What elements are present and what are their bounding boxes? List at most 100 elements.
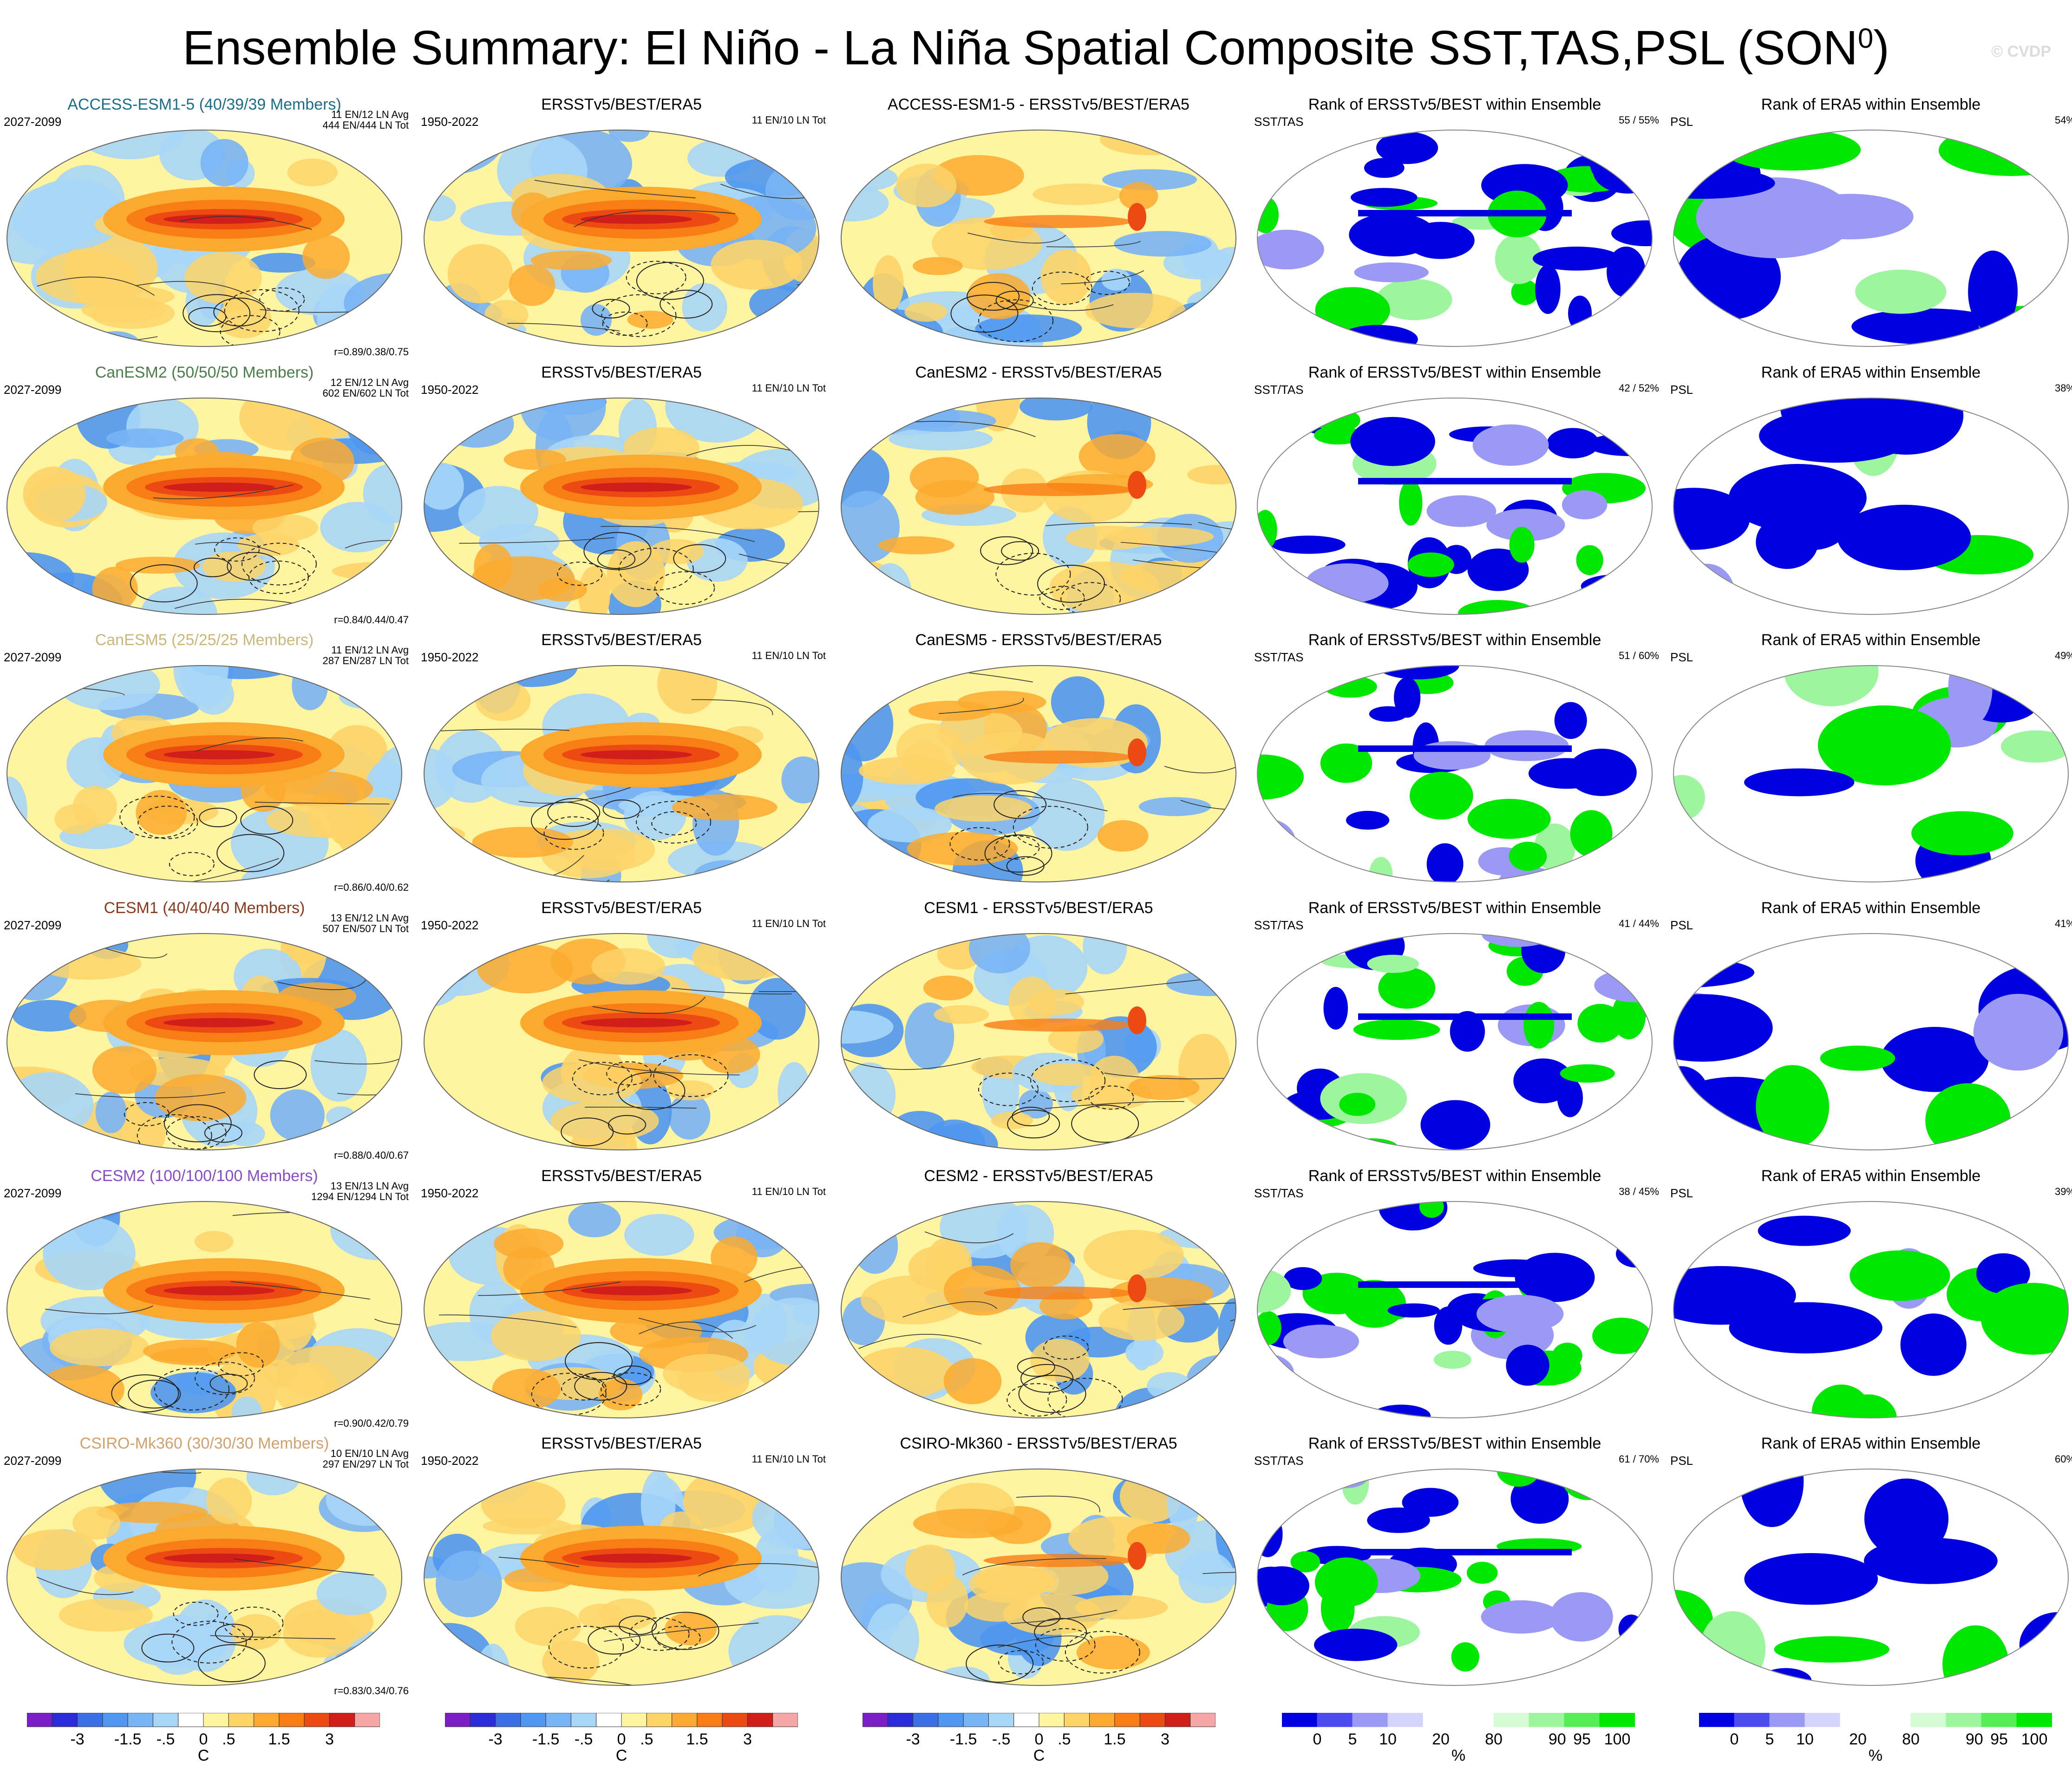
rank-percent: 38%: [2055, 383, 2072, 393]
colorbar-swatch: [2016, 1713, 2052, 1727]
colorbar-swatch: [1089, 1713, 1115, 1727]
rank-variable: PSL: [1670, 115, 1693, 129]
anomaly-patch: [7, 1201, 78, 1230]
anomaly-patch: [310, 1029, 367, 1102]
anomaly-patch: [598, 1378, 642, 1410]
rank-patch: [1673, 1638, 1725, 1685]
rank-patch: [1354, 262, 1429, 282]
rank-variable: SST/TAS: [1254, 650, 1304, 664]
panel-counts: 11 EN/10 LN Tot: [752, 383, 826, 393]
colorbar-swatch: [1734, 1713, 1770, 1727]
map-outline: [1257, 398, 1653, 615]
rank-patch: [1510, 1474, 1569, 1524]
anomaly-patch: [957, 691, 1046, 714]
rank-band: [1358, 1281, 1572, 1288]
colorbar-swatch: [1840, 1713, 1876, 1727]
enso-core: [1128, 1542, 1146, 1570]
colorbar-tick: 3: [325, 1730, 334, 1748]
psl-contour: [507, 323, 620, 332]
psl-contour: [1065, 978, 1216, 995]
colorbar-swatch: [1317, 1713, 1353, 1727]
colorbar-swatch: [1981, 1713, 2017, 1727]
colorbar-tick: -1.5: [114, 1730, 142, 1748]
rank-patch: [1554, 702, 1587, 739]
psl-contour: [967, 281, 1020, 311]
panel-title: Rank of ERSSTv5/BEST within Ensemble: [1308, 1435, 1601, 1452]
colorbar-unit: C: [197, 1747, 209, 1764]
rank-map: [1257, 130, 1653, 347]
colorbar-swatch: [988, 1713, 1014, 1727]
panel-period: 1950-2022: [421, 115, 479, 129]
psl-contour: [141, 1633, 195, 1663]
colorbar-swatch: [1458, 1713, 1494, 1727]
psl-contour: [195, 542, 281, 555]
anomaly-patch: [1078, 434, 1156, 479]
psl-contour: [1022, 1607, 1061, 1627]
psl-contour: [1132, 559, 1236, 569]
panel-title: Rank of ERA5 within Ensemble: [1761, 899, 1981, 917]
rank-patch: [1837, 504, 1971, 570]
colorbar-swatch: [1190, 1713, 1216, 1727]
anomaly-patch: [270, 1089, 325, 1141]
rank-patch: [1562, 490, 1608, 520]
colorbar-tick: 0: [1730, 1730, 1739, 1748]
psl-contour: [478, 1281, 621, 1296]
anomaly-patch: [852, 1218, 898, 1274]
map-panel-model: CanESM5 (25/25/25 Members) 2027-2099 11 EN…: [0, 631, 409, 898]
psl-contour: [1152, 335, 1236, 346]
anomaly-patch: [515, 1606, 582, 1646]
anomaly-patch: [668, 1093, 711, 1140]
psl-contour: [1071, 1104, 1139, 1143]
psl-contour: [604, 1622, 759, 1642]
anomaly-patch: [772, 1636, 819, 1685]
colorbar-swatch: [545, 1713, 571, 1727]
colorbar-swatch: [646, 1713, 673, 1727]
rank-patch: [1696, 177, 1854, 258]
psl-contour: [1045, 522, 1192, 526]
panel-period: 2027-2099: [4, 650, 62, 664]
panel-period: 2027-2099: [4, 918, 62, 932]
colorbar-swatch: [1064, 1713, 1090, 1727]
anomaly-patch: [1098, 1300, 1185, 1341]
rank-patch: [1673, 775, 1705, 821]
psl-contour: [1032, 271, 1092, 305]
anomaly-map: [7, 398, 402, 615]
anomaly-patch: [530, 250, 612, 270]
rank-patch: [1771, 475, 1855, 550]
rank-patch: [1278, 1136, 1340, 1150]
anomaly-patch: [1101, 268, 1131, 291]
psl-contour: [218, 1352, 264, 1377]
anomaly-patch: [692, 934, 793, 981]
rank-variable: SST/TAS: [1254, 918, 1304, 932]
psl-contour: [858, 1334, 982, 1349]
rank-patch: [1549, 1592, 1613, 1642]
rank-patch: [1547, 428, 1600, 458]
panel-title: Rank of ERSSTv5/BEST within Ensemble: [1308, 899, 1601, 917]
panel-period: 2027-2099: [4, 1454, 62, 1468]
psl-contour: [353, 1209, 402, 1225]
pattern-correlation: r=0.84/0.44/0.47: [334, 614, 409, 626]
rank-patch: [1784, 666, 1879, 706]
anomaly-patch: [49, 1328, 149, 1366]
map-outline: [7, 665, 402, 882]
colorbar-swatch: [772, 1713, 798, 1727]
panel-title: Rank of ERA5 within Ensemble: [1761, 1167, 1981, 1185]
rank-band: [1358, 478, 1572, 484]
colorbar-swatch: [621, 1713, 647, 1727]
panel-title: ERSSTv5/BEST/ERA5: [541, 631, 702, 649]
panel-period: 1950-2022: [421, 650, 479, 664]
rank-patch: [1626, 144, 1652, 170]
psl-contour: [592, 299, 630, 319]
anomaly-patch: [424, 1661, 477, 1682]
anomaly-patch: [307, 398, 363, 438]
panel-title: CanESM5 (25/25/25 Members): [95, 631, 314, 649]
rank-map: [1673, 1469, 2069, 1686]
anomaly-patch: [913, 1508, 1023, 1539]
anomaly-patch: [932, 217, 1042, 270]
anomaly-patch: [1030, 1339, 1090, 1382]
psl-contour: [769, 1483, 819, 1493]
anomaly-patch: [1164, 1126, 1236, 1150]
rank-patch: [1339, 1092, 1376, 1116]
rank-variable: PSL: [1670, 1454, 1693, 1468]
anomaly-patch: [472, 827, 573, 858]
